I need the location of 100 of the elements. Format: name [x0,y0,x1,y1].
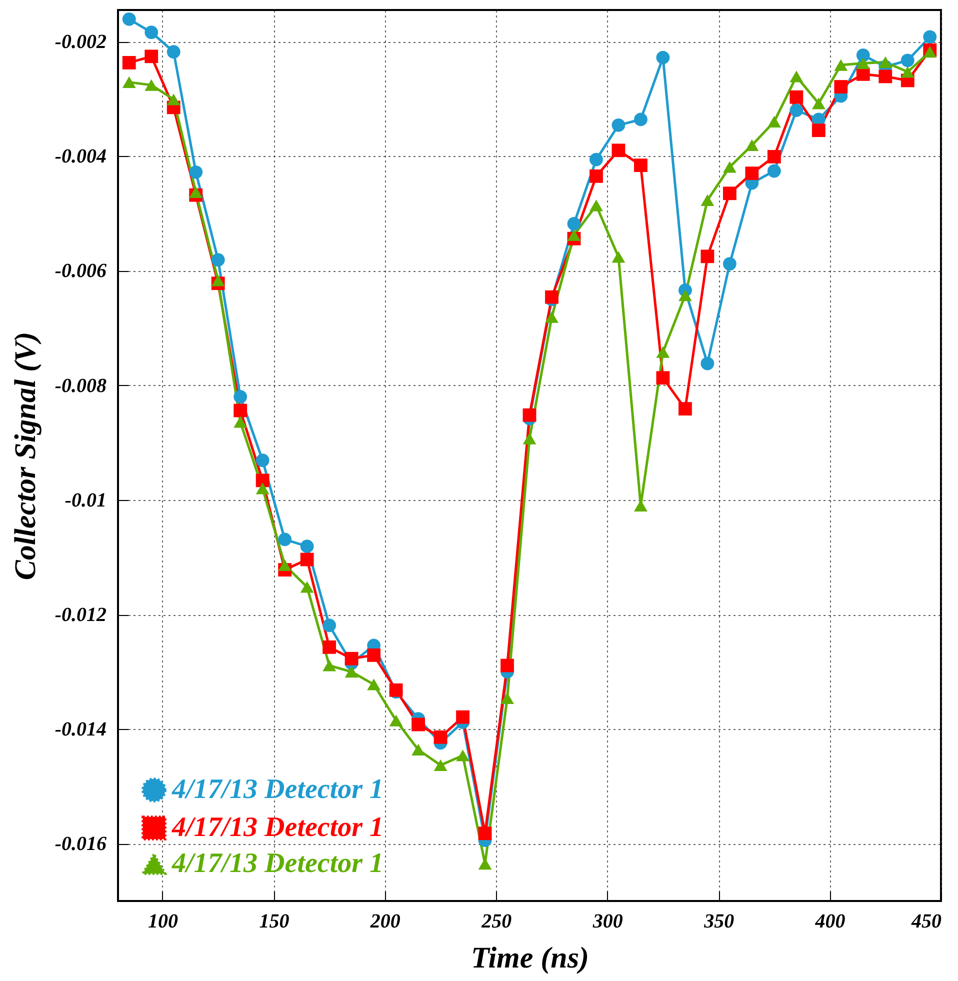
point [322,618,336,632]
y-tick-label: -0.014 [54,718,106,741]
point [856,57,870,70]
point [500,692,514,704]
point [745,166,759,180]
point [767,164,781,178]
point [590,169,603,183]
point [122,12,136,26]
point [211,253,225,267]
point [211,274,225,286]
point [678,402,692,416]
point [656,371,670,385]
legend-label: 4/17/13 Detector 1 [171,774,384,805]
point [344,652,358,666]
point [344,666,358,678]
point [612,251,626,263]
point [878,56,892,68]
point [144,26,158,40]
point [500,658,514,672]
point [144,50,158,64]
point [256,482,270,494]
point [856,48,870,62]
y-tick-label: -0.008 [54,374,106,397]
point [256,454,270,468]
point [722,186,736,200]
point [412,718,425,732]
x-tick-label: 450 [910,910,942,932]
point [122,56,136,70]
point [189,186,203,198]
point [567,229,581,241]
point [522,408,536,422]
point [923,46,937,58]
y-axis-title: Collector Signal (V) [8,332,42,580]
point [278,532,292,546]
point [812,124,826,138]
point [412,744,425,756]
point [567,217,581,230]
point [790,70,804,82]
point [300,540,314,554]
x-tick-label: 150 [259,910,290,932]
point [745,139,759,152]
point [434,759,448,772]
point [278,559,292,572]
point [722,161,736,173]
point [522,432,536,444]
point [612,144,626,158]
point [656,50,670,64]
y-tick-label: -0.006 [54,260,106,282]
point [900,66,914,78]
point [234,390,248,404]
point [634,112,648,126]
point [144,79,158,91]
point [322,660,336,672]
y-tick-label: -0.002 [54,31,106,54]
point [900,54,914,68]
point [300,581,314,593]
point [456,750,470,762]
x-tick-label: 300 [592,910,623,932]
y-tick-label: -0.012 [54,604,106,626]
y-tick-label: -0.016 [54,833,106,856]
point [545,311,558,323]
point [300,552,314,566]
point [434,730,448,744]
x-tick-label: 350 [703,910,734,932]
point [656,346,670,358]
point [612,118,626,132]
point [812,98,826,110]
x-tick-label: 200 [369,910,400,932]
point [456,710,470,724]
x-axis-title: Time (ns) [470,942,590,974]
x-tick-label: 100 [148,910,178,932]
point [834,59,848,71]
legend-label: 4/17/13 Detector 1 [171,848,384,879]
point [700,356,714,370]
point [367,648,381,662]
y-tick-label: -0.01 [64,489,106,512]
point [790,90,804,104]
legend-label: 4/17/13 Detector 1 [171,812,384,843]
point [767,116,781,128]
point [678,290,692,302]
point [590,152,603,166]
point [389,714,403,726]
point [834,80,848,94]
point [767,150,781,164]
point [234,404,248,418]
x-tick-label: 250 [480,910,512,932]
point [700,250,714,264]
point [790,104,804,117]
point [923,30,937,44]
point [256,474,270,488]
x-tick-label: 400 [814,910,846,932]
point [700,194,714,206]
y-tick-label: -0.004 [54,146,106,168]
point [590,200,603,212]
point [322,640,336,654]
point [545,290,558,304]
point [234,416,248,428]
point [722,257,736,271]
point [189,165,203,179]
point [878,70,892,84]
